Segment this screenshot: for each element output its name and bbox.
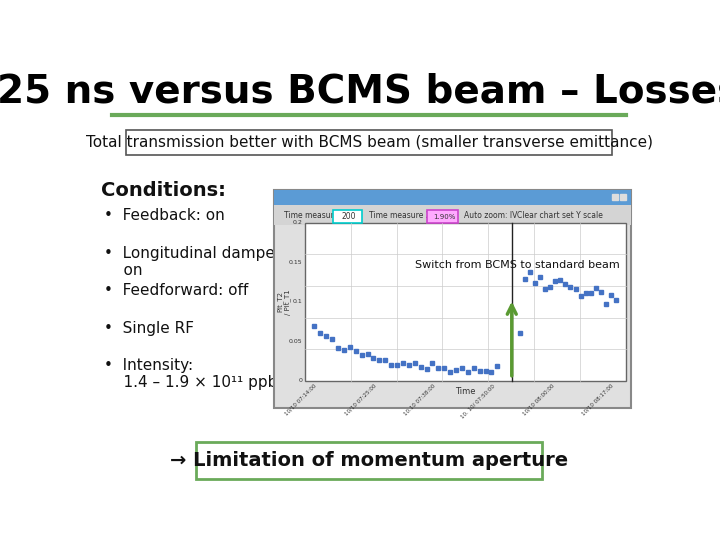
- Text: Switch from BCMS to standard beam: Switch from BCMS to standard beam: [415, 260, 620, 270]
- FancyBboxPatch shape: [427, 210, 459, 223]
- Text: 0: 0: [299, 379, 302, 383]
- Text: Total transmission better with BCMS beam (smaller transverse emittance): Total transmission better with BCMS beam…: [86, 134, 652, 149]
- Text: 10/10 08:17:00: 10/10 08:17:00: [581, 383, 614, 417]
- Text: 0.05: 0.05: [289, 339, 302, 344]
- Text: 200: 200: [341, 212, 356, 221]
- Text: Clear chart: Clear chart: [517, 211, 559, 220]
- FancyBboxPatch shape: [274, 190, 631, 205]
- Text: Time measure 2: Time measure 2: [369, 211, 431, 220]
- Text: 10/10 07:25:00: 10/10 07:25:00: [343, 383, 377, 417]
- Text: Time: Time: [455, 387, 475, 396]
- FancyBboxPatch shape: [196, 442, 542, 478]
- Text: Auto zoom: IV: Auto zoom: IV: [464, 211, 517, 220]
- Text: Time measure 1: Time measure 1: [284, 211, 346, 220]
- Text: 10/10 08:00:00: 10/10 08:00:00: [521, 383, 555, 417]
- Text: •  Longitudinal damper:
    on: • Longitudinal damper: on: [104, 246, 286, 278]
- FancyBboxPatch shape: [305, 223, 626, 381]
- Text: 10.10 07:38:00: 10.10 07:38:00: [403, 383, 436, 417]
- Text: •  Single RF: • Single RF: [104, 321, 194, 335]
- Text: Plt_T2
/ Plt_T1: Plt_T2 / Plt_T1: [276, 289, 291, 315]
- Text: •  Feedback: on: • Feedback: on: [104, 208, 225, 223]
- Text: 10/10 07:14:00: 10/10 07:14:00: [284, 383, 318, 417]
- FancyBboxPatch shape: [274, 190, 631, 408]
- Text: •  Intensity:
    1.4 – 1.9 × 10¹¹ ppb: • Intensity: 1.4 – 1.9 × 10¹¹ ppb: [104, 358, 277, 390]
- Text: 0.15: 0.15: [289, 260, 302, 265]
- FancyBboxPatch shape: [126, 130, 612, 156]
- Text: Conditions:: Conditions:: [101, 181, 226, 200]
- Text: set Y scale: set Y scale: [562, 211, 603, 220]
- Text: 0.1: 0.1: [293, 299, 302, 305]
- Text: 0.2: 0.2: [293, 220, 302, 225]
- FancyBboxPatch shape: [274, 205, 631, 225]
- Text: •  Feedforward: off: • Feedforward: off: [104, 283, 248, 298]
- Text: 1.90%: 1.90%: [433, 213, 456, 220]
- Text: → Limitation of momentum aperture: → Limitation of momentum aperture: [170, 451, 568, 470]
- Text: 10. 10/ 07:50:00: 10. 10/ 07:50:00: [460, 383, 496, 419]
- Text: 25 ns versus BCMS beam – Losses: 25 ns versus BCMS beam – Losses: [0, 73, 720, 111]
- FancyBboxPatch shape: [333, 210, 362, 223]
